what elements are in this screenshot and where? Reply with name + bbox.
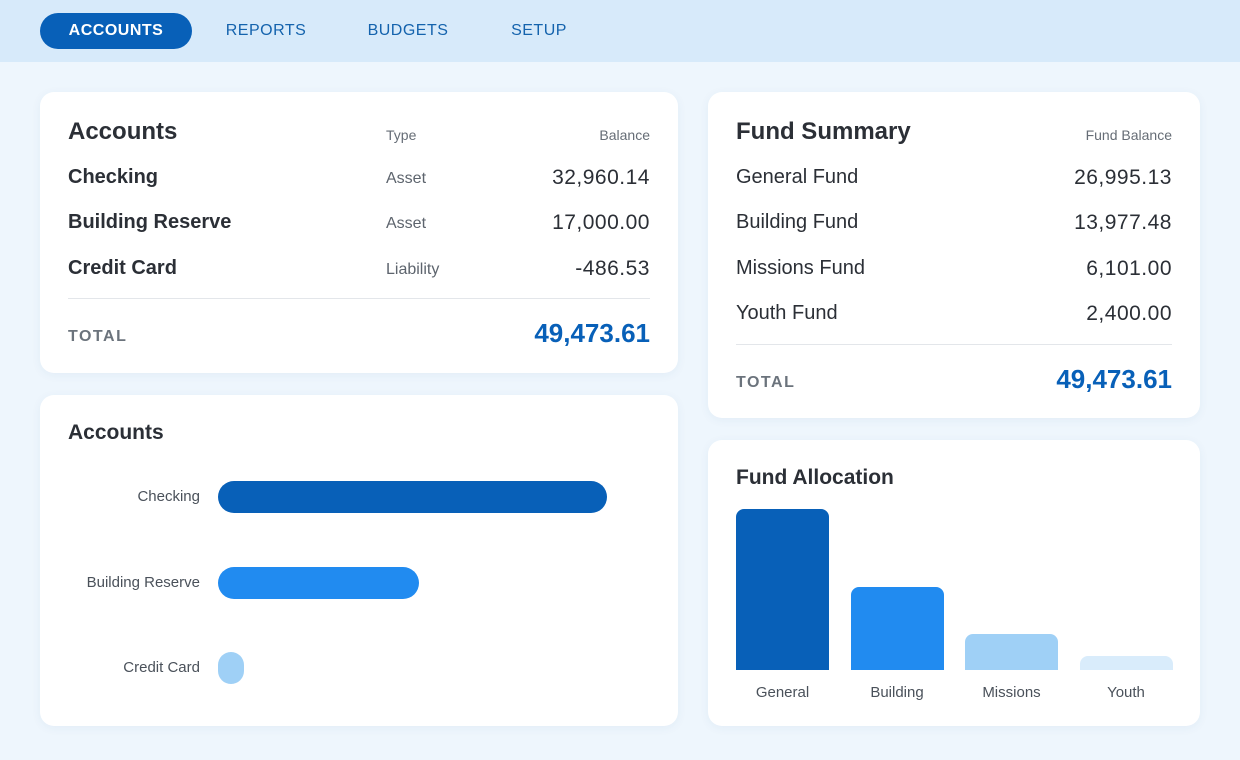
- hbar-label-checking: Checking: [137, 488, 200, 505]
- type-column-header: Type: [386, 127, 417, 143]
- balance-column-header: Balance: [599, 127, 650, 143]
- fund-allocation-chart-card: Fund Allocation General Building Missions Y…: [708, 440, 1200, 726]
- tab-setup[interactable]: SETUP: [511, 22, 567, 39]
- fund-name-missions[interactable]: Missions Fund: [736, 257, 865, 279]
- top-nav: ACCOUNTS REPORTS BUDGETS SETUP: [0, 0, 1240, 62]
- account-balance-credit-card: -486.53: [575, 257, 650, 280]
- account-balance-building-reserve: 17,000.00: [552, 211, 650, 234]
- vbar-youth[interactable]: [1079, 655, 1173, 670]
- fund-balance-youth: 2,400.00: [1086, 302, 1172, 325]
- hbar-label-credit-card: Credit Card: [123, 659, 200, 676]
- fund-balance-building: 13,977.48: [1074, 211, 1172, 234]
- tab-budgets[interactable]: BUDGETS: [367, 22, 449, 39]
- accounts-card-title: Accounts: [68, 118, 178, 145]
- fund-name-building[interactable]: Building Fund: [736, 211, 859, 233]
- tab-accounts[interactable]: ACCOUNTS: [40, 13, 192, 49]
- hbar-credit-card[interactable]: [218, 652, 244, 684]
- fund-total-value: 49,473.61: [1056, 364, 1172, 394]
- account-type-building-reserve: Asset: [386, 215, 427, 232]
- vbar-label-general: General: [755, 684, 810, 701]
- account-name-checking[interactable]: Checking: [68, 166, 159, 188]
- accounts-total-value: 49,473.61: [534, 318, 650, 348]
- vbar-general[interactable]: [736, 509, 829, 670]
- fund-name-youth[interactable]: Youth Fund: [736, 302, 838, 324]
- account-type-credit-card: Liability: [386, 261, 440, 278]
- fund-balance-missions: 6,101.00: [1086, 257, 1172, 280]
- accounts-chart-card: Accounts Checking Building Reserve Credit …: [40, 395, 678, 726]
- accounts-chart-title: Accounts: [68, 421, 164, 444]
- vbar-label-youth: Youth: [1107, 684, 1145, 701]
- account-type-checking: Asset: [386, 170, 427, 187]
- accounts-total-label: TOTAL: [68, 328, 128, 345]
- account-name-building-reserve[interactable]: Building Reserve: [68, 211, 232, 233]
- account-balance-checking: 32,960.14: [552, 166, 650, 189]
- vbar-building[interactable]: [850, 586, 944, 670]
- fund-total-label: TOTAL: [736, 374, 796, 391]
- fund-summary-title: Fund Summary: [736, 118, 911, 145]
- tab-reports[interactable]: REPORTS: [225, 22, 307, 39]
- vbar-label-missions: Missions: [982, 684, 1041, 701]
- hbar-checking[interactable]: [218, 481, 607, 513]
- fund-summary-card: Fund Summary Fund Balance General Fund 2…: [708, 92, 1200, 418]
- fund-allocation-chart-title: Fund Allocation: [736, 466, 894, 489]
- fund-name-general[interactable]: General Fund: [736, 166, 859, 188]
- fund-balance-general: 26,995.13: [1074, 166, 1172, 189]
- accounts-card: Accounts Type Balance Checking Asset 32,…: [40, 92, 678, 373]
- vbar-label-building: Building: [870, 684, 924, 701]
- fund-divider: [736, 344, 1172, 345]
- account-name-credit-card[interactable]: Credit Card: [68, 257, 177, 279]
- hbar-label-building-reserve: Building Reserve: [86, 574, 200, 591]
- fund-balance-column-header: Fund Balance: [1085, 127, 1172, 143]
- vbar-missions[interactable]: [965, 633, 1058, 670]
- hbar-building-reserve[interactable]: [218, 567, 419, 599]
- accounts-divider: [68, 298, 650, 299]
